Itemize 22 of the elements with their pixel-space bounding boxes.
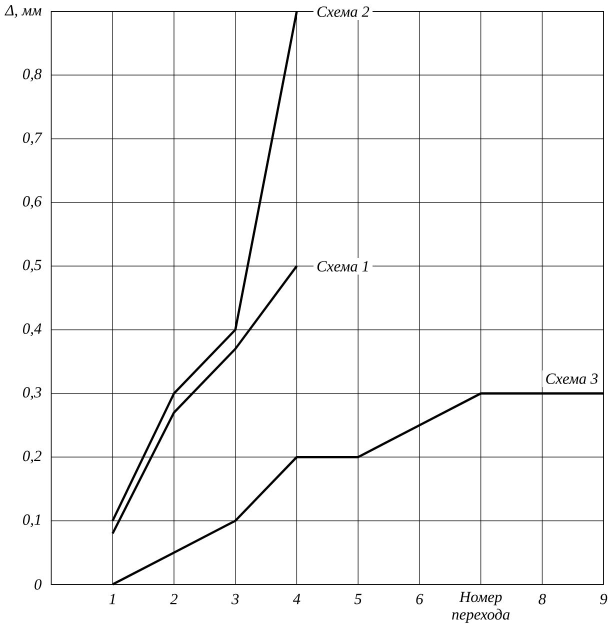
y-tick-label: 0,3	[23, 387, 42, 400]
y-tick-label: 0,6	[23, 196, 42, 209]
x-tick-label: 9	[600, 594, 608, 604]
y-tick-label: 0,5	[23, 260, 42, 272]
y-axis-title: Δ, мм	[4, 5, 42, 18]
y-tick-label: 0,1	[23, 514, 40, 528]
y-tick-label: 0,4	[23, 323, 42, 336]
y-tick-label: 0,7	[23, 132, 42, 146]
x-axis-title: Номер перехода	[452, 592, 510, 623]
series-label: Схема 1	[318, 261, 368, 272]
x-tick-label: 6	[416, 594, 424, 604]
series-label: Схема 3	[546, 374, 598, 384]
series-label: Схема 2	[318, 6, 370, 17]
x-tick-label: 8	[538, 594, 546, 604]
y-tick-label: 0,2	[23, 450, 42, 464]
y-tick-label: 0	[34, 579, 42, 590]
x-tick-label: 3	[232, 594, 239, 604]
x-tick-label: 2	[170, 594, 178, 604]
x-tick-label: 1	[110, 594, 116, 604]
y-tick-label: 0,8	[23, 68, 42, 82]
x-tick-label: 4	[293, 594, 300, 604]
x-tick-label: 5	[354, 594, 362, 604]
